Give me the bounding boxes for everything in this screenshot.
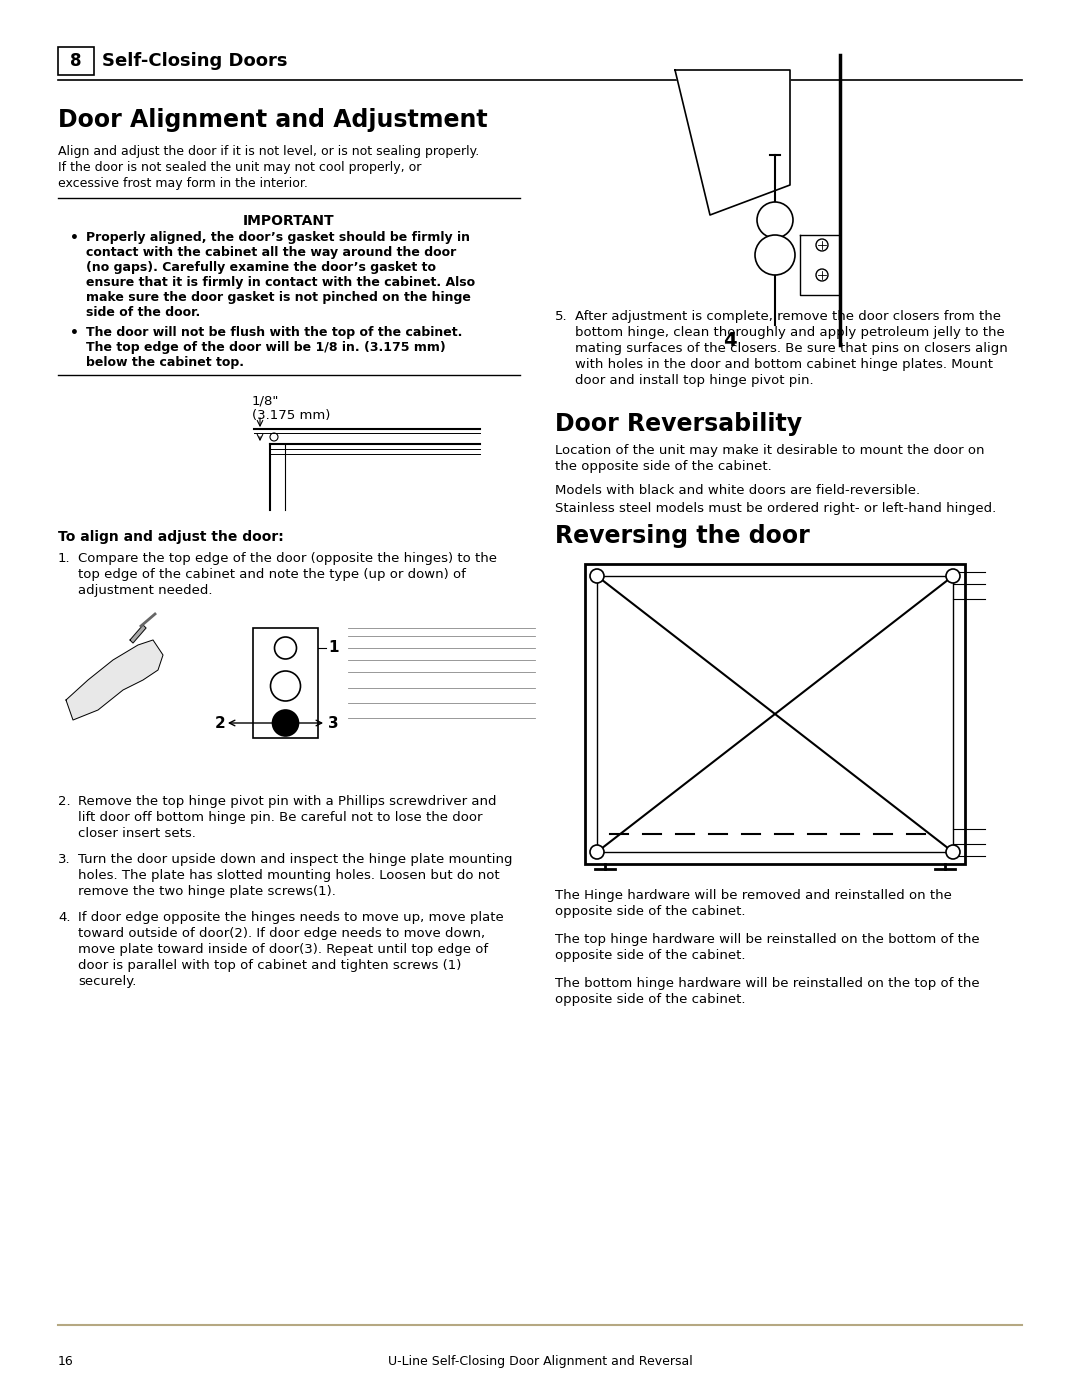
- Text: 4.: 4.: [58, 911, 70, 923]
- Text: •: •: [70, 326, 79, 339]
- Text: 2.: 2.: [58, 795, 70, 807]
- Text: 5.: 5.: [555, 310, 568, 323]
- Text: Door Reversability: Door Reversability: [555, 412, 802, 436]
- Polygon shape: [66, 640, 163, 719]
- Text: IMPORTANT: IMPORTANT: [243, 214, 335, 228]
- Text: Remove the top hinge pivot pin with a Phillips screwdriver and: Remove the top hinge pivot pin with a Ph…: [78, 795, 497, 807]
- Text: If door edge opposite the hinges needs to move up, move plate: If door edge opposite the hinges needs t…: [78, 911, 503, 923]
- Text: holes. The plate has slotted mounting holes. Loosen but do not: holes. The plate has slotted mounting ho…: [78, 869, 500, 882]
- Text: Location of the unit may make it desirable to mount the door on: Location of the unit may make it desirab…: [555, 444, 985, 457]
- Text: closer insert sets.: closer insert sets.: [78, 827, 195, 840]
- Text: Self-Closing Doors: Self-Closing Doors: [102, 52, 287, 70]
- Circle shape: [590, 569, 604, 583]
- Text: Properly aligned, the door’s gasket should be firmly in: Properly aligned, the door’s gasket shou…: [86, 231, 470, 244]
- Text: 3.: 3.: [58, 854, 70, 866]
- Text: contact with the cabinet all the way around the door: contact with the cabinet all the way aro…: [86, 246, 456, 258]
- Polygon shape: [130, 624, 146, 643]
- Text: 8: 8: [70, 52, 82, 70]
- Text: door and install top hinge pivot pin.: door and install top hinge pivot pin.: [575, 374, 813, 387]
- Text: make sure the door gasket is not pinched on the hinge: make sure the door gasket is not pinched…: [86, 291, 471, 305]
- Text: 1.: 1.: [58, 552, 70, 564]
- Polygon shape: [675, 70, 789, 215]
- Text: remove the two hinge plate screws(1).: remove the two hinge plate screws(1).: [78, 886, 336, 898]
- Circle shape: [590, 845, 604, 859]
- Text: 4: 4: [724, 331, 737, 349]
- Text: The top edge of the door will be 1/8 in. (3.175 mm): The top edge of the door will be 1/8 in.…: [86, 341, 446, 353]
- Text: move plate toward inside of door(3). Repeat until top edge of: move plate toward inside of door(3). Rep…: [78, 943, 488, 956]
- Bar: [253, 629, 318, 738]
- Text: The top hinge hardware will be reinstalled on the bottom of the: The top hinge hardware will be reinstall…: [555, 933, 980, 946]
- Text: The Hinge hardware will be removed and reinstalled on the: The Hinge hardware will be removed and r…: [555, 888, 951, 902]
- Text: lift door off bottom hinge pin. Be careful not to lose the door: lift door off bottom hinge pin. Be caref…: [78, 812, 483, 824]
- Circle shape: [816, 239, 828, 251]
- Text: with holes in the door and bottom cabinet hinge plates. Mount: with holes in the door and bottom cabine…: [575, 358, 993, 372]
- Text: below the cabinet top.: below the cabinet top.: [86, 356, 244, 369]
- Circle shape: [755, 235, 795, 275]
- Text: mating surfaces of the closers. Be sure that pins on closers align: mating surfaces of the closers. Be sure …: [575, 342, 1008, 355]
- Text: securely.: securely.: [78, 975, 136, 988]
- Circle shape: [757, 203, 793, 237]
- Text: adjustment needed.: adjustment needed.: [78, 584, 213, 597]
- Circle shape: [946, 569, 960, 583]
- Circle shape: [270, 433, 278, 441]
- Text: Compare the top edge of the door (opposite the hinges) to the: Compare the top edge of the door (opposi…: [78, 552, 497, 564]
- Text: Turn the door upside down and inspect the hinge plate mounting: Turn the door upside down and inspect th…: [78, 854, 513, 866]
- Text: Reversing the door: Reversing the door: [555, 524, 810, 548]
- Text: (3.175 mm): (3.175 mm): [252, 409, 330, 422]
- Text: 2: 2: [215, 715, 226, 731]
- Text: 1: 1: [328, 640, 338, 655]
- Text: (no gaps). Carefully examine the door’s gasket to: (no gaps). Carefully examine the door’s …: [86, 261, 436, 274]
- Text: To align and adjust the door:: To align and adjust the door:: [58, 529, 284, 543]
- Text: side of the door.: side of the door.: [86, 306, 200, 319]
- Text: •: •: [70, 231, 79, 244]
- Bar: [597, 576, 953, 852]
- Text: Align and adjust the door if it is not level, or is not sealing properly.: Align and adjust the door if it is not l…: [58, 145, 480, 158]
- Circle shape: [816, 270, 828, 281]
- Bar: [585, 564, 966, 863]
- Text: opposite side of the cabinet.: opposite side of the cabinet.: [555, 905, 745, 918]
- Text: Stainless steel models must be ordered right- or left-hand hinged.: Stainless steel models must be ordered r…: [555, 502, 996, 515]
- Text: The door will not be flush with the top of the cabinet.: The door will not be flush with the top …: [86, 326, 462, 339]
- Text: U-Line Self-Closing Door Alignment and Reversal: U-Line Self-Closing Door Alignment and R…: [388, 1355, 692, 1368]
- Text: Door Alignment and Adjustment: Door Alignment and Adjustment: [58, 108, 488, 131]
- Text: excessive frost may form in the interior.: excessive frost may form in the interior…: [58, 177, 308, 190]
- Circle shape: [272, 710, 298, 736]
- Text: After adjustment is complete, remove the door closers from the: After adjustment is complete, remove the…: [575, 310, 1001, 323]
- Text: door is parallel with top of cabinet and tighten screws (1): door is parallel with top of cabinet and…: [78, 958, 461, 972]
- Polygon shape: [800, 235, 840, 295]
- Text: bottom hinge, clean thoroughly and apply petroleum jelly to the: bottom hinge, clean thoroughly and apply…: [575, 326, 1004, 339]
- Text: 1/8": 1/8": [252, 395, 280, 408]
- Text: opposite side of the cabinet.: opposite side of the cabinet.: [555, 949, 745, 963]
- Bar: [58, 47, 94, 75]
- Text: the opposite side of the cabinet.: the opposite side of the cabinet.: [555, 460, 772, 474]
- Text: opposite side of the cabinet.: opposite side of the cabinet.: [555, 993, 745, 1006]
- Circle shape: [946, 845, 960, 859]
- Text: 3: 3: [328, 715, 339, 731]
- Text: 16: 16: [58, 1355, 73, 1368]
- Text: ensure that it is firmly in contact with the cabinet. Also: ensure that it is firmly in contact with…: [86, 277, 475, 289]
- Text: If the door is not sealed the unit may not cool properly, or: If the door is not sealed the unit may n…: [58, 161, 421, 175]
- Text: The bottom hinge hardware will be reinstalled on the top of the: The bottom hinge hardware will be reinst…: [555, 977, 980, 990]
- Circle shape: [274, 637, 297, 659]
- Text: Models with black and white doors are field-reversible.: Models with black and white doors are fi…: [555, 483, 920, 497]
- Text: top edge of the cabinet and note the type (up or down) of: top edge of the cabinet and note the typ…: [78, 569, 465, 581]
- Circle shape: [270, 671, 300, 701]
- Text: toward outside of door(2). If door edge needs to move down,: toward outside of door(2). If door edge …: [78, 928, 485, 940]
